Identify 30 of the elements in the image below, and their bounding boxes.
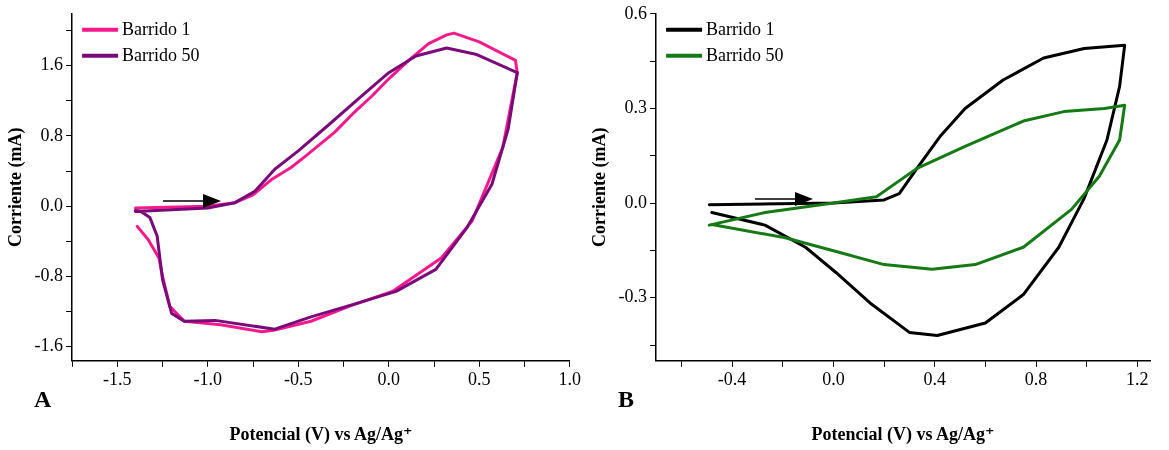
- x-tick-label: 1.2: [1126, 369, 1149, 390]
- x-tick-label: 0.0: [377, 369, 401, 390]
- y-tick-label: 0.6: [624, 2, 648, 23]
- legend-label: Barrido 1: [706, 18, 775, 39]
- x-tick-label: 0.8: [1024, 369, 1048, 390]
- x-tick-label: -1.5: [103, 369, 132, 390]
- x-tick-label: -0.5: [284, 369, 313, 390]
- y-axis-title: Corriente (mA): [5, 127, 27, 248]
- y-tick-label: 0.0: [624, 191, 648, 212]
- y-tick-label: 0.8: [40, 124, 64, 145]
- x-tick-label: 0.4: [923, 369, 946, 390]
- x-axis-title: Potencial (V) vs Ag/Ag⁺: [811, 423, 995, 445]
- y-tick-label: 0.3: [624, 97, 648, 118]
- x-tick-label: 0.0: [822, 369, 845, 390]
- y-tick-label: -0.8: [34, 265, 64, 286]
- y-tick-label: -0.3: [618, 286, 648, 307]
- y-tick-label: 1.6: [40, 54, 64, 75]
- x-tick-label: 0.5: [468, 369, 491, 390]
- text: A: [34, 386, 53, 412]
- x-tick-label: 1.0: [558, 369, 581, 390]
- y-tick-label: -1.6: [34, 335, 64, 356]
- y-axis-title: Corriente (mA): [589, 127, 611, 248]
- legend-label: Barrido 1: [122, 18, 191, 39]
- y-tick-label: 0.0: [40, 194, 64, 215]
- legend-label: Barrido 50: [122, 44, 200, 65]
- x-tick-label: -1.0: [193, 369, 223, 390]
- legend-label: Barrido 50: [706, 44, 784, 65]
- x-tick-label: -0.4: [717, 369, 747, 390]
- text: B: [618, 386, 635, 412]
- x-axis-title: Potencial (V) vs Ag/Ag⁺: [229, 423, 413, 445]
